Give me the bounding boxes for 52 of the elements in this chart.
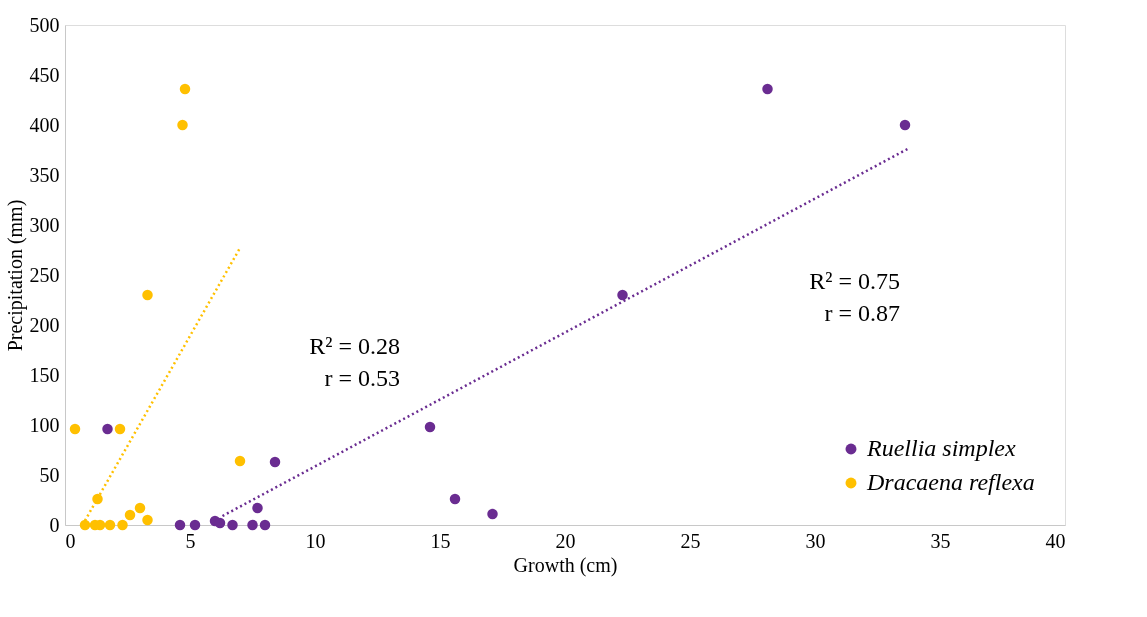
point (259, 519, 271, 531)
x-tick-label: 25 (680, 529, 701, 552)
y-tick-label: 50 (39, 463, 60, 486)
point (142, 289, 153, 301)
point (179, 83, 191, 95)
y-tick-label: 150 (29, 363, 60, 386)
y-axis-title: Precipitation (mm) (3, 199, 27, 352)
point (174, 519, 186, 531)
legend-label: Ruellia simplex (866, 435, 1016, 461)
point (134, 502, 146, 514)
y-tick-label: 350 (29, 163, 60, 186)
point (617, 289, 628, 301)
y-tick-label: 450 (29, 63, 60, 86)
y-tick-label: 200 (29, 313, 60, 336)
x-tick-label: 10 (305, 529, 326, 552)
y-tick-label: 300 (29, 213, 60, 236)
point (117, 519, 128, 531)
x-tick-label: 40 (1045, 529, 1066, 552)
y-tick-label: 250 (29, 263, 60, 286)
y-tick-label: 400 (29, 113, 60, 136)
x-tick-label: 5 (185, 529, 196, 552)
x-tick-label: 20 (555, 529, 576, 552)
x-tick-label: 35 (930, 529, 951, 552)
annotation: R² = 0.75 r = 0.87 (809, 268, 900, 326)
y-tick-label: 500 (29, 13, 60, 36)
point (234, 455, 246, 467)
point (252, 502, 263, 514)
x-tick-label: 15 (430, 529, 451, 552)
point (104, 519, 116, 531)
point (269, 456, 281, 468)
x-tick-label: 30 (805, 529, 826, 552)
point (79, 519, 91, 531)
legend-label: Dracaena reflexa (866, 469, 1035, 495)
point (124, 509, 136, 521)
point (227, 519, 238, 531)
point (189, 519, 201, 531)
point (69, 423, 81, 435)
point (142, 514, 153, 526)
y-tick-label: 0 (49, 513, 60, 536)
y-tick-label: 100 (29, 413, 60, 436)
x-tick-label: 0 (65, 529, 76, 552)
point (449, 493, 461, 505)
point (899, 119, 911, 131)
point (114, 423, 126, 435)
point (177, 119, 188, 131)
point (102, 423, 113, 435)
point (487, 508, 498, 520)
point (762, 83, 773, 95)
point (424, 421, 436, 433)
point (247, 519, 258, 531)
annotation: R² = 0.28 r = 0.53 (309, 333, 400, 391)
x-axis-title: Growth (cm) (513, 553, 618, 577)
